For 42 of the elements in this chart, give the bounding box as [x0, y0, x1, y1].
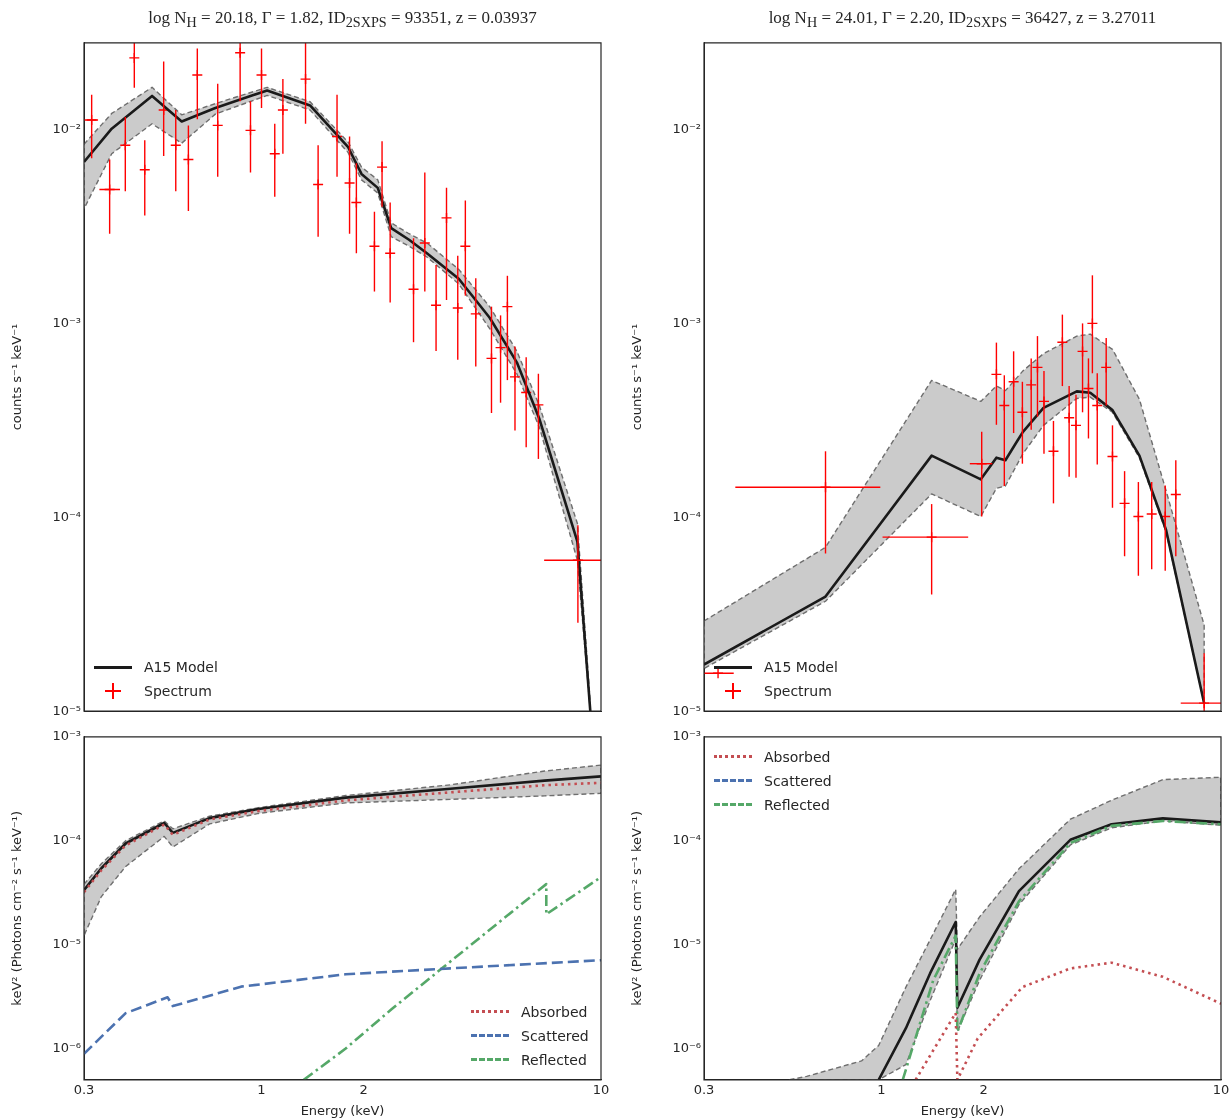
- y-tick-label: 10⁻³: [52, 314, 81, 330]
- y-tick-label: 10⁻⁴: [52, 832, 81, 848]
- chart-title: log N$_{H}$ = 20.18, Γ = 1.82, ID$_{2SXPS}$ = 93351, z = 0.03937: [147, 8, 538, 32]
- legend-label: A15 Model: [144, 659, 218, 676]
- y-tick-label: 10⁻³: [672, 728, 701, 744]
- chart-title: log N$_{H}$ = 24.01, Γ = 2.20, ID$_{2SXPS}$ = 36427, z = 3.27011: [767, 8, 1158, 32]
- y-tick-label: 10⁻⁵: [52, 702, 81, 718]
- y-tick-label: 10⁻⁵: [672, 935, 701, 951]
- y-tick-label: 10⁻⁴: [52, 508, 81, 524]
- y-axis-title: keV² (Photons cm⁻² s⁻¹ keV⁻¹): [629, 810, 645, 1006]
- y-tick-label: 10⁻⁶: [672, 1039, 701, 1055]
- y-tick-label: 10⁻⁶: [52, 1039, 81, 1055]
- x-tick-label: 0.3: [73, 1081, 95, 1097]
- y-tick-label: 10⁻²: [52, 120, 81, 136]
- x-tick-label: 2: [359, 1081, 368, 1097]
- legend-label: Reflected: [521, 1051, 587, 1068]
- x-tick-label: 10: [592, 1081, 610, 1097]
- x-axis-title: Energy (keV): [300, 1102, 385, 1118]
- x-tick-label: 0.3: [693, 1081, 715, 1097]
- y-tick-label: 10⁻⁴: [672, 508, 701, 524]
- y-tick-label: 10⁻³: [52, 728, 81, 744]
- legend-label: Absorbed: [521, 1003, 588, 1020]
- y-tick-label: 10⁻⁴: [672, 832, 701, 848]
- legend-label: A15 Model: [764, 659, 838, 676]
- y-tick-label: 10⁻⁵: [672, 702, 701, 718]
- y-tick-label: 10⁻³: [672, 314, 701, 330]
- y-axis-title: counts s⁻¹ keV⁻¹: [9, 323, 25, 431]
- x-axis-title: Energy (keV): [920, 1102, 1005, 1118]
- legend-label: Scattered: [521, 1027, 589, 1044]
- y-axis-title: counts s⁻¹ keV⁻¹: [629, 323, 645, 431]
- y-axis-title: keV² (Photons cm⁻² s⁻¹ keV⁻¹): [9, 810, 25, 1006]
- x-tick-label: 1: [257, 1081, 266, 1097]
- legend-label: Spectrum: [144, 683, 212, 700]
- x-tick-label: 2: [979, 1081, 988, 1097]
- legend-label: Spectrum: [764, 683, 832, 700]
- legend-label: Absorbed: [764, 748, 831, 765]
- legend-label: Reflected: [764, 796, 830, 813]
- x-tick-label: 10: [1212, 1081, 1229, 1097]
- y-tick-label: 10⁻⁵: [52, 935, 81, 951]
- x-tick-label: 1: [877, 1081, 886, 1097]
- y-tick-label: 10⁻²: [672, 120, 701, 136]
- legend-label: Scattered: [764, 772, 832, 789]
